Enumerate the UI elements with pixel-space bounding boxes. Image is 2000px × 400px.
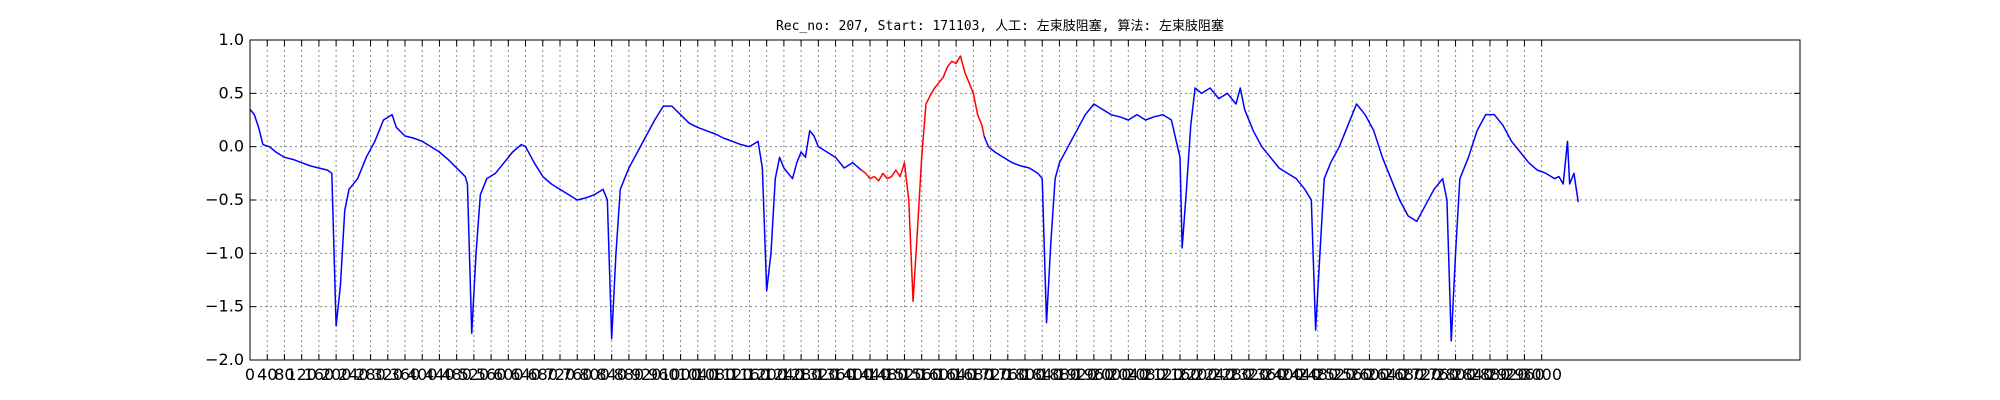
ecg-series-line-1 [249,105,862,340]
x-tick-label: 2640 [1366,365,1407,384]
x-tick-label: 1320 [798,365,839,384]
x-tick-label: 2040 [1108,365,1149,384]
x-tick-label: 2240 [1194,365,1235,384]
grid-lines [250,40,1800,360]
x-tick-label: 320 [373,365,404,384]
x-tick-label: 680 [528,365,559,384]
x-tick-label: 1960 [1074,365,1115,384]
x-tick-label: 1360 [815,365,856,384]
x-tick-label: 480 [441,365,472,384]
x-tick-label: 120 [286,365,317,384]
x-tick-label: 80 [274,365,294,384]
x-tick-label: 2200 [1177,365,1218,384]
x-tick-label: 280 [355,365,386,384]
x-tick-label: 2920 [1487,365,1528,384]
x-tick-label: 560 [476,365,507,384]
x-tick-label: 400 [407,365,438,384]
y-tick-label: 1.0 [219,30,244,49]
x-tick-label: 640 [510,365,541,384]
y-tick-label: −1.0 [205,243,244,262]
y-tick-label: 0.5 [219,83,244,102]
x-tick-label: 1000 [660,365,701,384]
chart-title: Rec_no: 207, Start: 171103, 人工: 左束肢阻塞, 算… [776,18,1224,34]
x-tick-label: 1560 [901,365,942,384]
x-tick-label: 2880 [1470,365,1511,384]
x-tick-label: 2520 [1315,365,1356,384]
x-tick-label: 2960 [1504,365,1545,384]
x-tick-label: 1160 [729,365,770,384]
x-tick-label: 1440 [850,365,891,384]
x-tick-label: 2720 [1401,365,1442,384]
x-tick-label: 440 [424,365,455,384]
y-axis-ticks: 1.0 0.5 0.0 −0.5 −1.0 −1.5 −2.0 [205,30,1800,369]
y-tick-label: −0.5 [205,190,244,209]
x-tick-label: 720 [545,365,576,384]
x-tick-label: 200 [321,365,352,384]
x-tick-label: 520 [459,365,490,384]
x-tick-label: 3000 [1521,365,1562,384]
x-tick-label: 360 [390,365,421,384]
ecg-series-line-3 [983,87,1580,342]
x-axis-ticks: 0 408012016020024028032036040044048052056… [245,40,1562,384]
x-tick-label: 1840 [1022,365,1063,384]
x-tick-label: 2160 [1160,365,1201,384]
x-tick-label: 2480 [1297,365,1338,384]
x-tick-label: 880 [614,365,645,384]
x-tick-label: 920 [631,365,662,384]
x-tick-label: 840 [596,365,627,384]
x-tick-label: 2840 [1452,365,1493,384]
x-tick-label: 2800 [1435,365,1476,384]
x-tick-label: 40 [257,365,277,384]
series-layer [249,55,1580,342]
x-tick-label: 2600 [1349,365,1390,384]
y-tick-label: −2.0 [205,350,244,369]
x-tick-label: 2760 [1418,365,1459,384]
x-tick-label: 760 [562,365,593,384]
x-tick-label: 1480 [867,365,908,384]
x-tick-label: 2680 [1384,365,1425,384]
x-tick-label: 0 [245,365,255,384]
x-tick-label: 1200 [746,365,787,384]
x-tick-label: 1600 [919,365,960,384]
x-tick-label: 800 [579,365,610,384]
x-tick-label: 2400 [1263,365,1304,384]
x-tick-label: 1520 [884,365,925,384]
y-tick-label: 0.0 [219,137,244,156]
x-tick-label: 1640 [936,365,977,384]
y-tick-label: −1.5 [205,297,244,316]
x-tick-label: 1400 [832,365,873,384]
x-tick-label: 1040 [677,365,718,384]
x-tick-label: 1120 [712,365,753,384]
x-tick-label: 2000 [1091,365,1132,384]
x-tick-label: 1760 [987,365,1028,384]
x-tick-label: 1280 [781,365,822,384]
ecg-series-line-2 [860,55,985,303]
x-tick-label: 960 [648,365,679,384]
x-tick-label: 2320 [1229,365,1270,384]
x-tick-label: 160 [304,365,335,384]
x-tick-label: 1240 [764,365,805,384]
x-tick-label: 1920 [1056,365,1097,384]
x-tick-label: 240 [338,365,369,384]
x-tick-label: 2440 [1280,365,1321,384]
x-tick-label: 1080 [695,365,736,384]
x-tick-label: 600 [493,365,524,384]
x-tick-label: 1680 [953,365,994,384]
x-tick-label: 2120 [1142,365,1183,384]
x-tick-label: 2560 [1332,365,1373,384]
x-tick-label: 2080 [1125,365,1166,384]
x-tick-label: 1720 [970,365,1011,384]
x-tick-label: 1880 [1039,365,1080,384]
x-tick-label: 1800 [1005,365,1046,384]
x-tick-label: 2280 [1211,365,1252,384]
x-tick-label: 2360 [1246,365,1287,384]
